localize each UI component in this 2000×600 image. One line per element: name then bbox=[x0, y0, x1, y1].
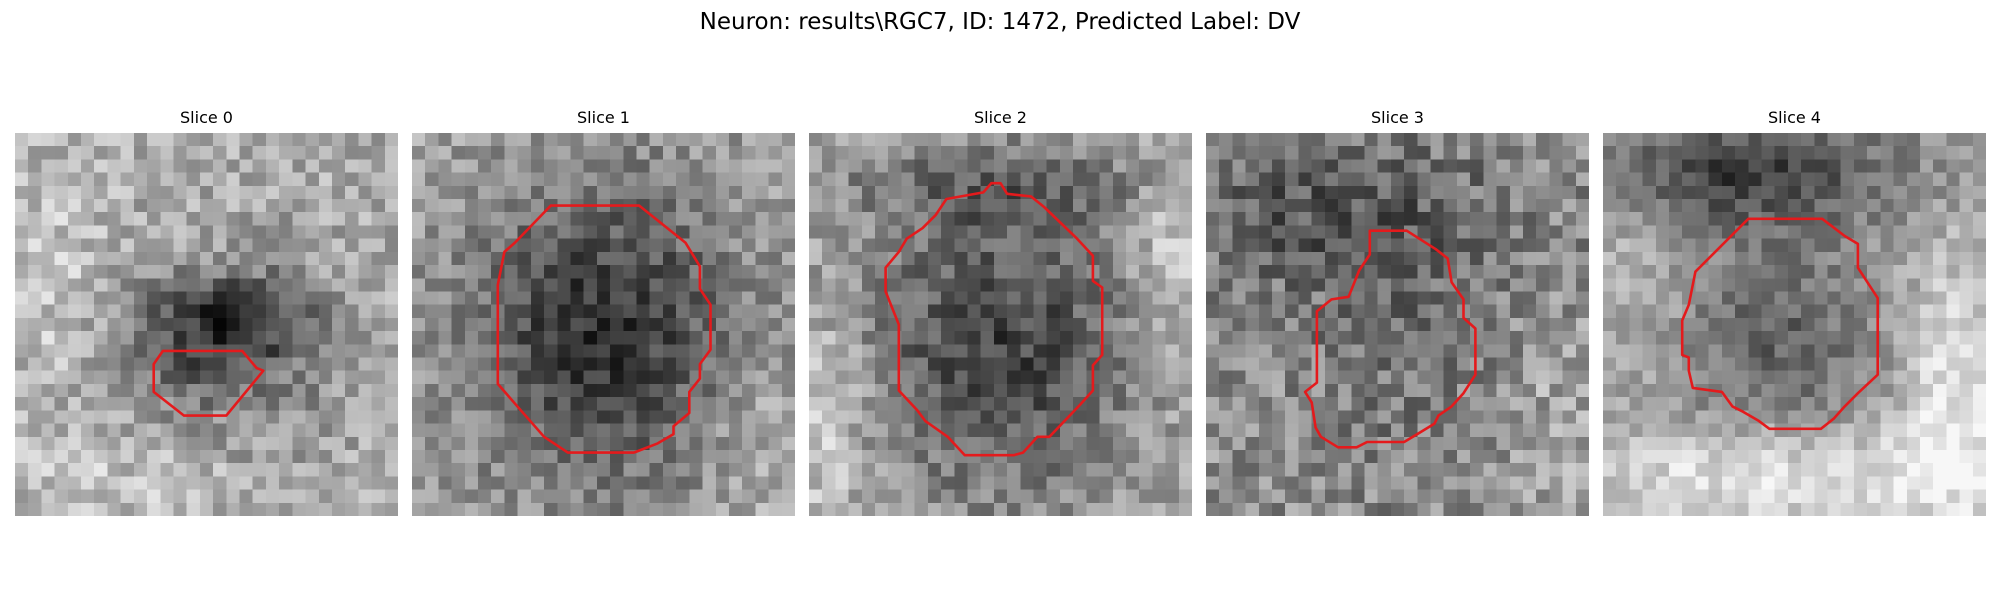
slice-panel-3: Slice 3 bbox=[1206, 106, 1589, 516]
neuron-contour-3 bbox=[1303, 229, 1477, 449]
slice-image-1 bbox=[412, 133, 795, 516]
slice-title-0: Slice 0 bbox=[180, 108, 233, 127]
slice-title-2: Slice 2 bbox=[974, 108, 1027, 127]
slice-panel-1: Slice 1 bbox=[412, 106, 795, 516]
slice-title-3: Slice 3 bbox=[1371, 108, 1424, 127]
slice-title-1: Slice 1 bbox=[577, 108, 630, 127]
slice-image-3 bbox=[1206, 133, 1589, 516]
slice-image-4 bbox=[1603, 133, 1986, 516]
micrograph-4 bbox=[1603, 133, 1986, 516]
neuron-contour-2 bbox=[884, 181, 1104, 457]
slice-image-2 bbox=[809, 133, 1192, 516]
micrograph-1 bbox=[412, 133, 795, 516]
neuron-contour-4 bbox=[1680, 217, 1880, 431]
slice-panel-0: Slice 0 bbox=[15, 106, 398, 516]
slice-title-4: Slice 4 bbox=[1768, 108, 1821, 127]
slice-panel-2: Slice 2 bbox=[809, 106, 1192, 516]
neuron-contour-0 bbox=[152, 349, 265, 417]
micrograph-2 bbox=[809, 133, 1192, 516]
micrograph-3 bbox=[1206, 133, 1589, 516]
neuron-contour-1 bbox=[496, 204, 712, 454]
micrograph-0 bbox=[15, 133, 398, 516]
slice-image-0 bbox=[15, 133, 398, 516]
figure-title: Neuron: results\RGC7, ID: 1472, Predicte… bbox=[699, 9, 1301, 35]
slice-panel-4: Slice 4 bbox=[1603, 106, 1986, 516]
